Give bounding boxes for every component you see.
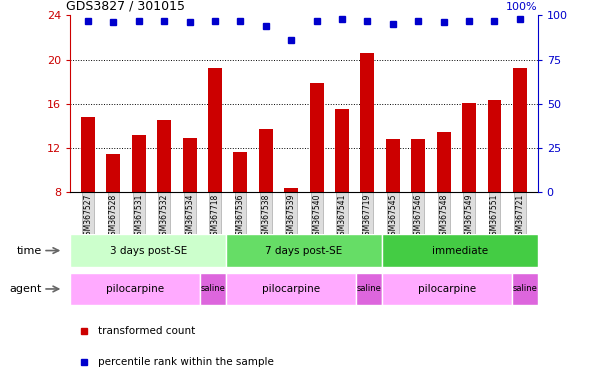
Bar (310, 83, 324, 192)
Bar (488, 100, 502, 192)
Bar (70, 273, 200, 305)
Bar (200, 273, 226, 305)
Bar (411, 139, 425, 192)
Bar (70, 234, 226, 267)
Bar (511, 273, 538, 305)
Text: saline: saline (200, 285, 225, 293)
Text: agent: agent (10, 284, 42, 294)
Text: transformed count: transformed count (98, 326, 196, 336)
Text: percentile rank within the sample: percentile rank within the sample (98, 357, 274, 367)
Bar (226, 273, 356, 305)
Text: pilocarpine: pilocarpine (418, 284, 476, 294)
Bar (513, 68, 527, 192)
Bar (259, 129, 273, 192)
Bar (386, 139, 400, 192)
Bar (462, 103, 476, 192)
Bar (356, 273, 382, 305)
Bar (157, 120, 171, 192)
Bar (437, 132, 451, 192)
Bar (183, 138, 197, 192)
Text: pilocarpine: pilocarpine (262, 284, 320, 294)
Bar (233, 152, 247, 192)
Text: GDS3827 / 301015: GDS3827 / 301015 (65, 0, 185, 13)
Text: immediate: immediate (432, 245, 488, 256)
Bar (208, 68, 222, 192)
Bar (382, 234, 538, 267)
Bar (335, 109, 349, 192)
Text: pilocarpine: pilocarpine (106, 284, 164, 294)
Bar (132, 135, 146, 192)
Bar (81, 117, 95, 192)
Bar (360, 53, 375, 192)
Text: saline: saline (512, 285, 537, 293)
Bar (226, 234, 382, 267)
Text: 100%: 100% (506, 2, 538, 12)
Text: 7 days post-SE: 7 days post-SE (265, 245, 343, 256)
Text: time: time (17, 245, 42, 256)
Text: 3 days post-SE: 3 days post-SE (109, 245, 187, 256)
Text: saline: saline (356, 285, 381, 293)
Bar (382, 273, 511, 305)
Bar (284, 188, 298, 192)
Bar (106, 154, 120, 192)
